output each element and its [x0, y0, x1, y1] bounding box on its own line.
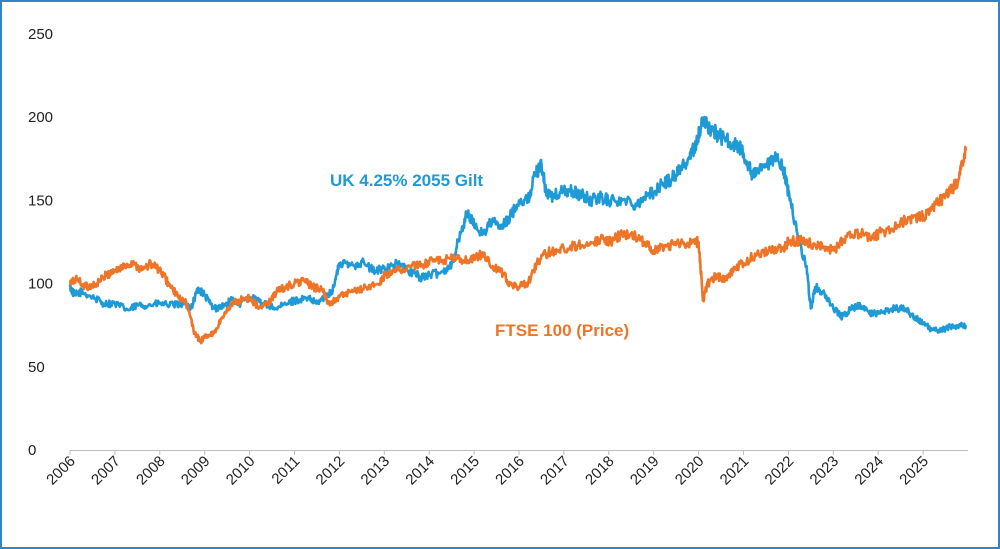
- series-line-ftse: [68, 145, 968, 345]
- x-tick-label: 2022: [762, 453, 798, 489]
- x-tick-label: 2010: [223, 453, 259, 489]
- x-tick-label: 2011: [268, 453, 303, 488]
- x-tick-label: 2006: [43, 453, 79, 489]
- x-tick-label: 2009: [178, 453, 214, 489]
- x-tick-label: 2024: [851, 453, 887, 489]
- x-tick-label: 2007: [88, 453, 124, 489]
- y-tick-label: 100: [28, 276, 53, 293]
- y-axis-ticks: 0 50 100 150 200 250: [28, 26, 53, 459]
- series-label-ftse: FTSE 100 (Price): [495, 321, 629, 340]
- x-tick-label: 2017: [537, 453, 573, 489]
- series-lines: [68, 115, 968, 345]
- x-tick-label: 2013: [358, 453, 394, 489]
- x-tick-label: 2012: [313, 453, 349, 489]
- y-tick-label: 0: [28, 442, 36, 459]
- x-tick-label: 2015: [447, 453, 483, 489]
- x-tick-label: 2019: [627, 453, 663, 489]
- x-axis-ticks: 2006 2007 2008 2009 2010 2011 2012 2013 2014 2015…: [43, 450, 932, 488]
- x-tick-label: 2014: [402, 453, 438, 489]
- series-line-gilt: [68, 115, 968, 334]
- y-tick-label: 250: [28, 26, 53, 43]
- x-tick-label: 2023: [807, 453, 843, 489]
- x-tick-label: 2018: [582, 453, 618, 489]
- y-tick-label: 150: [28, 192, 53, 209]
- x-tick-label: 2016: [492, 453, 528, 489]
- series-label-gilt: UK 4.25% 2055 Gilt: [330, 171, 483, 190]
- x-tick-label: 2025: [896, 453, 932, 489]
- x-tick-label: 2008: [133, 453, 169, 489]
- x-tick-label: 2021: [717, 453, 753, 489]
- y-tick-label: 50: [28, 359, 45, 376]
- x-tick-label: 2020: [672, 453, 708, 489]
- y-tick-label: 200: [28, 109, 53, 126]
